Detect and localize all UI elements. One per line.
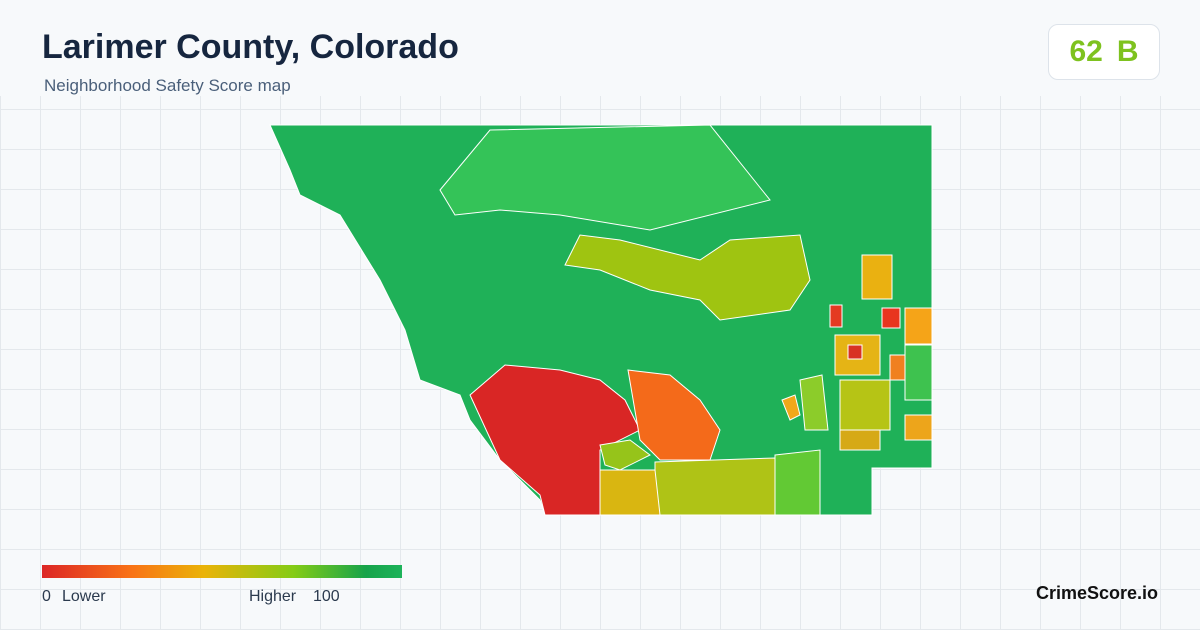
legend-min-label: Lower: [62, 588, 106, 605]
title: Larimer County, Colorado: [42, 28, 459, 66]
legend-max-label: Higher: [249, 588, 297, 605]
region: [881, 307, 901, 329]
brand: CrimeScore.io: [1035, 583, 1158, 603]
legend-gradient: [42, 565, 402, 578]
region: [904, 344, 933, 401]
region: [627, 369, 721, 461]
region: [839, 379, 891, 431]
region: [847, 344, 863, 360]
region: [599, 469, 661, 516]
legend-max: 100: [313, 588, 340, 605]
region: [904, 307, 933, 345]
region: [599, 439, 651, 471]
region: [269, 124, 933, 516]
score-value: 62: [1069, 35, 1103, 68]
score-grade: B: [1116, 35, 1139, 68]
region: [799, 374, 829, 431]
region: [774, 449, 821, 516]
region: [654, 457, 776, 516]
region: [904, 414, 933, 441]
region: [781, 394, 801, 421]
region: [839, 429, 881, 451]
legend-min: 0: [42, 588, 51, 605]
subtitle: Neighborhood Safety Score map: [44, 76, 291, 95]
region: [564, 234, 811, 321]
score-badge: 62 B: [1048, 24, 1160, 80]
region: [439, 124, 771, 231]
region: [469, 364, 641, 516]
region: [829, 304, 843, 328]
region: [889, 354, 907, 381]
region: [861, 254, 893, 300]
